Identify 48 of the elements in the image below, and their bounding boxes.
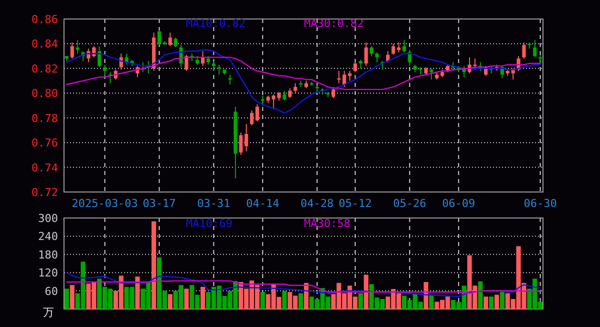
- bar: [478, 281, 483, 309]
- y-tick-label: 0.78: [32, 112, 58, 125]
- text: MA30:58: [304, 217, 350, 230]
- x-tick-label: 03-17: [142, 197, 176, 210]
- bar: [494, 294, 500, 309]
- x-tick-label: 04-28: [300, 197, 334, 210]
- bar: [152, 221, 156, 309]
- x-tick-label: 04-14: [246, 197, 280, 210]
- bar: [184, 288, 189, 309]
- x-tick-label: 06-09: [442, 197, 476, 210]
- y-tick-label: 0.80: [32, 87, 58, 100]
- y-tick-label: 60: [44, 284, 58, 298]
- bar: [424, 282, 428, 309]
- bar: [168, 294, 172, 309]
- x-tick-label: 05-26: [393, 197, 426, 210]
- x-tick-label: 2025-03-03: [72, 197, 138, 210]
- bar: [200, 286, 206, 309]
- y-tick-label: 180: [38, 248, 58, 262]
- line-series: [66, 280, 541, 294]
- y-tick-label: 0.74: [32, 161, 58, 174]
- bar: [64, 288, 70, 309]
- bar: [500, 292, 504, 309]
- y-tick-label: 120: [38, 266, 58, 280]
- x-tick-label: 05-12: [338, 197, 372, 210]
- y-tick-label: 0.72: [32, 186, 58, 199]
- text: MA10:69: [186, 217, 232, 230]
- text: MA30:0.82: [304, 17, 364, 30]
- line-series: [66, 272, 541, 298]
- y-tick-label: 0.86: [32, 13, 58, 26]
- bar: [358, 293, 363, 309]
- y-axis-title: 万: [43, 306, 54, 319]
- x-tick-label: 03-31: [197, 197, 230, 210]
- bar: [429, 294, 434, 309]
- y-tick-label: 240: [38, 230, 58, 244]
- y-tick-label: 0.76: [32, 136, 58, 150]
- bar: [364, 274, 368, 309]
- y-tick-label: 0.82: [32, 62, 58, 76]
- x-tick-label: 06-30: [524, 197, 557, 210]
- bar: [282, 290, 287, 309]
- bar: [298, 293, 304, 309]
- series-label: MA10:0.82: [186, 17, 246, 30]
- bar: [489, 296, 494, 309]
- y-tick-label: 0.84: [32, 38, 58, 51]
- bar: [484, 296, 488, 309]
- y-tick-label: 300: [38, 212, 58, 225]
- bar: [260, 292, 265, 309]
- bar: [70, 285, 74, 309]
- bar: [135, 276, 140, 309]
